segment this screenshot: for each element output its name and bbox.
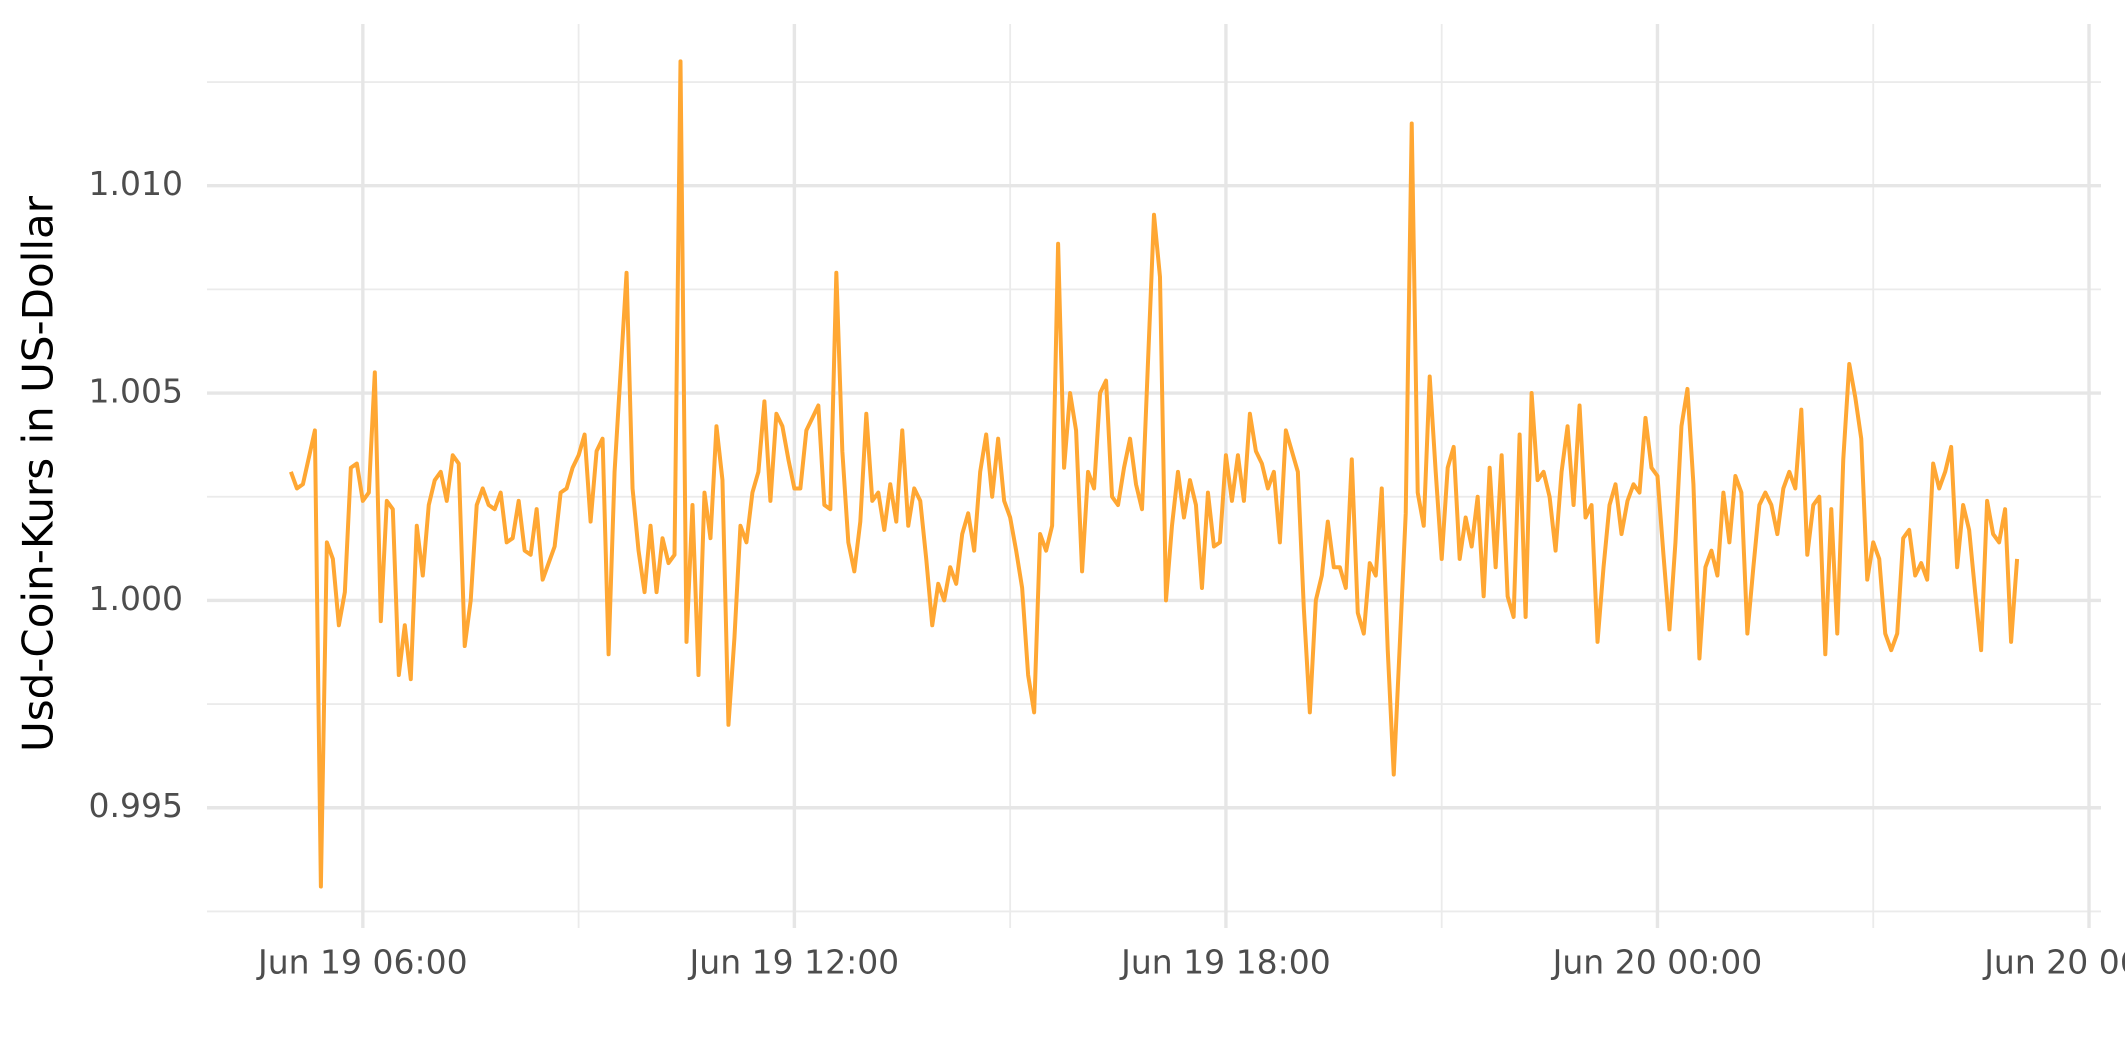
y-tick-label: 1.010: [89, 164, 183, 203]
x-tick-label: Jun 19 18:00: [1119, 943, 1331, 982]
x-tick-label: Jun 20 06:00: [1982, 943, 2125, 982]
y-axis-title: Usd-Coin-Kurs in US-Dollar: [14, 195, 63, 752]
data-line: [289, 59, 2020, 889]
x-tick-label: Jun 19 12:00: [688, 943, 900, 982]
x-tick-label: Jun 19 06:00: [256, 943, 468, 982]
y-tick-label: 0.995: [89, 786, 183, 825]
x-tick-label: Jun 20 00:00: [1551, 943, 1763, 982]
y-tick-label: 1.005: [89, 372, 183, 411]
y-tick-label: 1.000: [89, 579, 183, 618]
